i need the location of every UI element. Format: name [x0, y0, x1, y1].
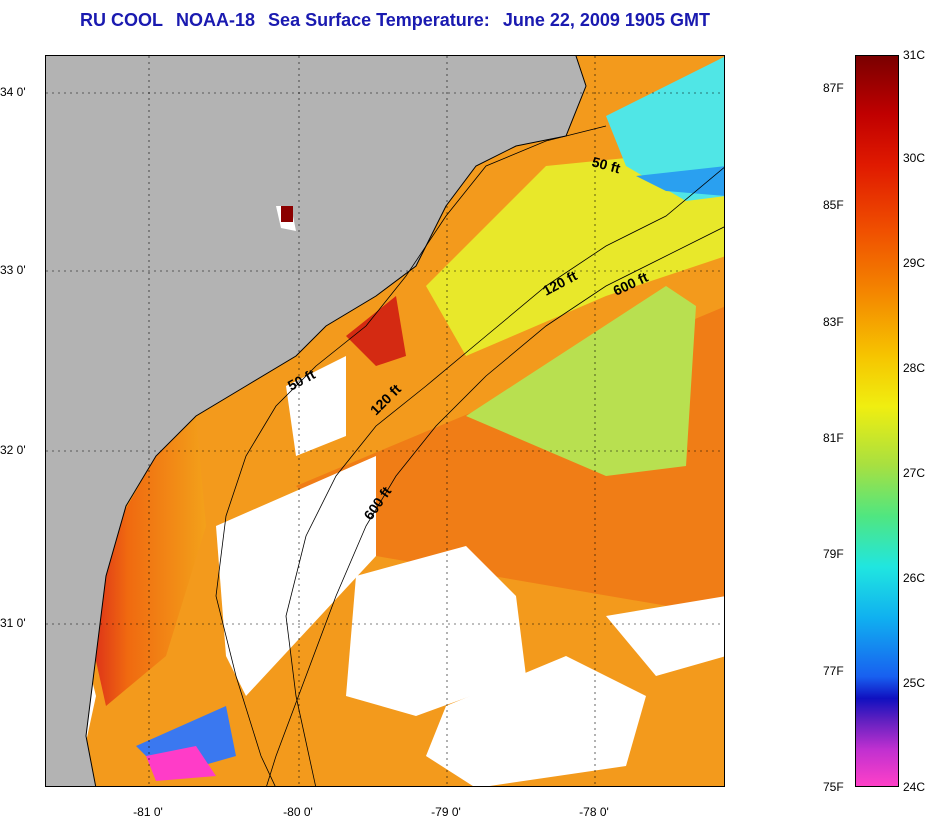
lon-label-80: -80 0' [283, 805, 313, 819]
cbar-c-26: 26C [903, 571, 926, 585]
shelf-north-yellow [426, 156, 724, 356]
graticule [46, 56, 724, 786]
cbar-c-25: 25C [903, 676, 926, 690]
lon-label-79: -79 0' [431, 805, 461, 819]
cbar-c-31: 31C [903, 48, 926, 62]
cbar-c-29: 29C [903, 256, 926, 270]
title-product: Sea Surface Temperature: [268, 10, 490, 30]
lon-label-81: -81 0' [133, 805, 163, 819]
cbar-c-27: 27C [903, 466, 926, 480]
isobath-120ft [285, 167, 724, 786]
cbar-c-24: 24C [903, 780, 926, 794]
title-datetime: June 22, 2009 1905 GMT [502, 10, 710, 30]
isobath-600ft [266, 226, 724, 786]
lat-label-34: 34 0' [0, 85, 26, 99]
lat-label-31: 31 0' [0, 616, 26, 630]
no-data-region-3 [426, 656, 646, 786]
isobath-50ft [215, 125, 607, 786]
cbar-f-77: 77F [823, 664, 844, 678]
cold-patch-magenta [146, 746, 216, 781]
sst-map: 50 ft 120 ft 600 ft 50 ft 120 ft 600 ft [45, 55, 725, 787]
lat-label-32: 32 0' [0, 443, 26, 457]
coastline [85, 56, 587, 786]
no-data-region-2 [346, 546, 526, 716]
cbar-f-87: 87F [823, 81, 844, 95]
no-data-region-4 [606, 596, 724, 676]
cbar-c-30: 30C [903, 151, 926, 165]
cbar-f-75: 75F [823, 780, 844, 794]
sst-map-canvas: 50 ft 120 ft 600 ft 50 ft 120 ft 600 ft [46, 56, 724, 786]
cbar-f-79: 79F [823, 547, 844, 561]
cbar-f-81: 81F [823, 431, 844, 445]
lon-label-78: -78 0' [579, 805, 609, 819]
colorbar [855, 55, 899, 787]
land-mass [46, 56, 586, 786]
title-org: RU COOL [80, 10, 163, 30]
title-satellite: NOAA-18 [176, 10, 256, 30]
contour-label-50ft-north: 50 ft [590, 153, 622, 176]
cbar-f-83: 83F [823, 315, 844, 329]
lake-warm-spot [281, 206, 293, 222]
coastal-warm-band [86, 416, 206, 706]
coastal-warm-spot [346, 296, 406, 366]
lat-label-33: 33 0' [0, 263, 26, 277]
cbar-c-28: 28C [903, 361, 926, 375]
offshore-green-patch [466, 286, 696, 476]
map-title: RU COOL NOAA-18 Sea Surface Temperature:… [80, 10, 718, 31]
upwelling-blue-patch [636, 166, 724, 196]
cbar-f-85: 85F [823, 198, 844, 212]
